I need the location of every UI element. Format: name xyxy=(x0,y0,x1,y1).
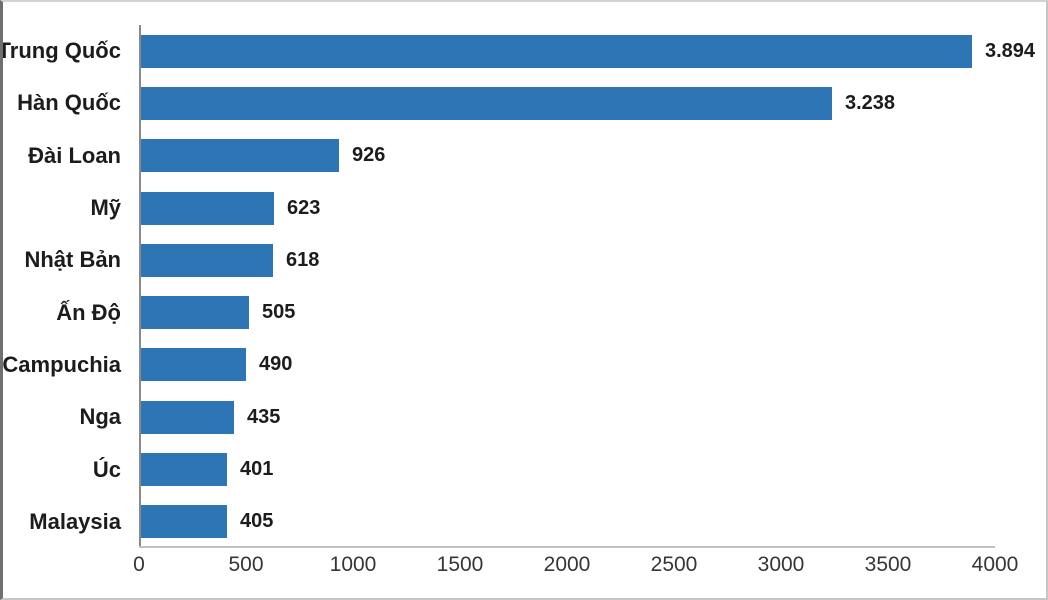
bar xyxy=(141,191,274,225)
value-axis-labels: 0 500 1000 1500 2000 2500 3000 3500 4000 xyxy=(133,553,1018,583)
value-label: 618 xyxy=(286,248,320,271)
bar xyxy=(141,296,249,330)
x-tick-label: 3000 xyxy=(757,553,805,576)
bar xyxy=(141,34,972,68)
value-label: 490 xyxy=(259,353,293,376)
bar xyxy=(141,243,273,277)
category-label: Nhật Bản xyxy=(24,247,121,273)
bar xyxy=(141,400,234,434)
x-tick-label: 1500 xyxy=(436,553,484,576)
category-axis-labels: Trung Quốc Hàn Quốc Đài Loan Mỹ Nhật Bản Ấn Đ… xyxy=(3,25,121,548)
x-tick-label: 3500 xyxy=(864,553,912,576)
bar xyxy=(141,348,246,382)
category-label: Malaysia xyxy=(29,508,121,534)
bar xyxy=(141,453,227,487)
value-label: 3.894 xyxy=(985,39,1036,62)
x-tick-label: 500 xyxy=(228,553,264,576)
x-tick-label: 2500 xyxy=(650,553,698,576)
bar xyxy=(141,86,832,120)
value-label: 505 xyxy=(262,301,296,324)
value-label: 623 xyxy=(287,196,321,219)
value-label: 401 xyxy=(240,458,274,481)
x-tick-label: 2000 xyxy=(543,553,591,576)
x-tick-label: 4000 xyxy=(971,553,1019,576)
value-label: 435 xyxy=(247,405,281,428)
bar xyxy=(141,139,339,173)
value-label: 405 xyxy=(240,510,274,533)
category-label: Ấn Độ xyxy=(56,299,121,325)
category-label: Úc xyxy=(92,456,121,482)
category-label: Nga xyxy=(79,404,121,430)
bar xyxy=(141,505,227,539)
category-label: Trung Quốc xyxy=(0,38,121,64)
category-label: Mỹ xyxy=(90,195,121,221)
x-tick-label: 1000 xyxy=(329,553,377,576)
x-tick-label: 0 xyxy=(133,553,145,576)
x-axis-line xyxy=(139,546,995,548)
category-label: Hàn Quốc xyxy=(17,90,121,116)
category-label: Đài Loan xyxy=(28,142,121,168)
category-label: Campuchia xyxy=(2,351,121,377)
y-axis-line xyxy=(139,25,141,548)
value-label: 3.238 xyxy=(845,91,896,114)
value-label: 926 xyxy=(352,144,386,167)
plot-area: 3.894 3.238 926 623 618 505 490 435 401 405 xyxy=(141,25,1035,548)
